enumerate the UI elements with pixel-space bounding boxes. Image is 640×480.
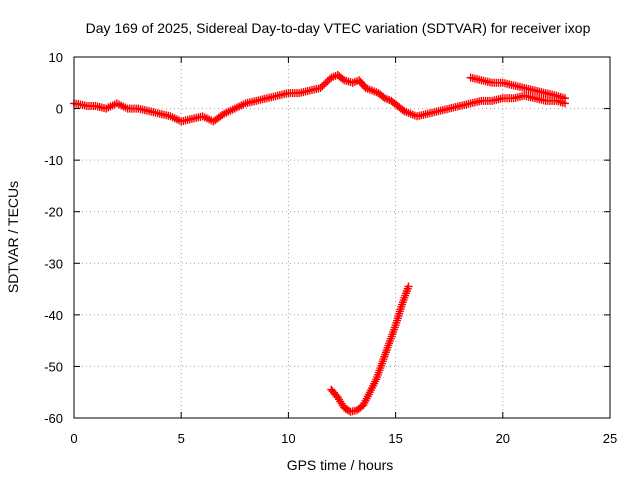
chart-title: Day 169 of 2025, Sidereal Day-to-day VTE… [86, 20, 591, 36]
x-tick-label: 5 [178, 431, 185, 446]
data-point [404, 282, 413, 291]
x-tick-label: 25 [603, 431, 617, 446]
y-tick-label: -30 [44, 256, 63, 271]
series-dip [327, 282, 413, 416]
x-tick-label: 0 [70, 431, 77, 446]
ticks [73, 56, 611, 419]
grid [74, 57, 610, 418]
data-point [321, 78, 330, 87]
data-point [323, 77, 332, 86]
y-tick-label: -20 [44, 205, 63, 220]
x-tick-label: 20 [496, 431, 510, 446]
x-tick-label: 10 [281, 431, 295, 446]
x-tick-label: 15 [388, 431, 402, 446]
series-late-arc [466, 73, 569, 103]
x-axis-label: GPS time / hours [287, 457, 394, 473]
data-layer [70, 71, 569, 416]
y-tick-label: 10 [49, 50, 63, 65]
x-tick-labels: 0 5 10 15 20 25 [70, 431, 617, 446]
data-point [560, 94, 569, 103]
y-axis-label: SDTVAR / TECUs [5, 181, 21, 293]
data-point [316, 83, 325, 92]
y-tick-label: -40 [44, 308, 63, 323]
series-main [70, 71, 569, 126]
y-tick-label: 0 [56, 102, 63, 117]
data-point [320, 80, 329, 89]
data-point [318, 82, 327, 91]
data-point [338, 74, 347, 83]
y-tick-label: -10 [44, 153, 63, 168]
y-tick-label: -50 [44, 359, 63, 374]
y-tick-label: -60 [44, 411, 63, 426]
y-tick-labels: 10 0 -10 -20 -30 -40 -50 -60 [44, 50, 63, 426]
plot-frame [73, 56, 611, 419]
